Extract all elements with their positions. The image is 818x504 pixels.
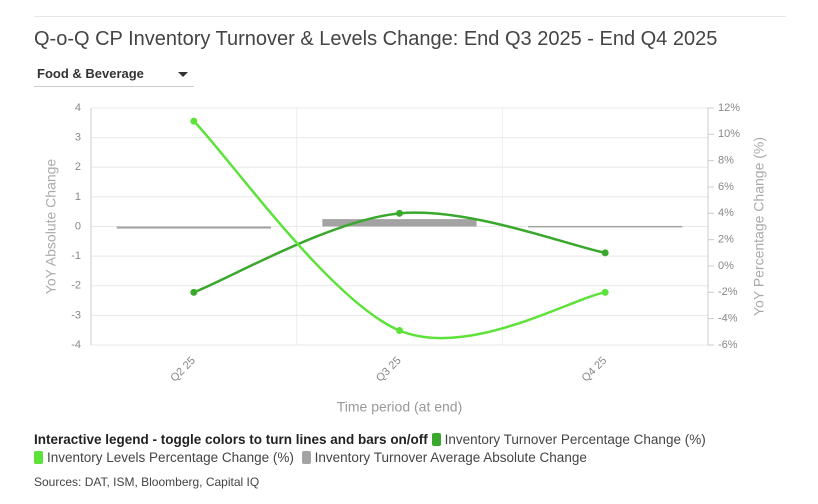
divider: [34, 16, 786, 17]
point: [601, 249, 609, 257]
legend: Interactive legend - toggle colors to tu…: [34, 431, 754, 467]
x-tick-label: Q2 25: [168, 355, 198, 385]
legend-label: Inventory Levels Percentage Change (%): [47, 450, 294, 465]
y2-tick-label: -2%: [718, 286, 738, 298]
y2-axis-label: YoY Percentage Change (%): [751, 137, 767, 316]
y2-tick-label: 2%: [718, 234, 734, 246]
legend-swatch: [301, 451, 311, 464]
chart-title: Q-o-Q CP Inventory Turnover & Levels Cha…: [34, 28, 718, 50]
dropdown-arrow: [178, 72, 188, 77]
y-tick-label: -4: [71, 339, 81, 351]
x-tick-label: Q4 25: [580, 355, 610, 385]
y2-tick-label: -6%: [718, 339, 738, 351]
point: [190, 117, 198, 125]
x-tick-group: Q3 25: [374, 355, 404, 385]
bar: [116, 226, 271, 229]
y2-tick-label: -4%: [718, 313, 738, 325]
y2-tick-label: 0%: [718, 260, 734, 272]
legend-label: Inventory Turnover Average Absolute Chan…: [314, 450, 587, 465]
x-axis-label: Time period (at end): [337, 399, 463, 415]
legend-title: Interactive legend - toggle colors to tu…: [34, 432, 428, 447]
y-tick-label: -2: [71, 280, 81, 292]
y2-tick-label: 8%: [718, 155, 734, 167]
y-axis-label: YoY Absolute Change: [43, 159, 59, 295]
bar: [322, 219, 477, 227]
legend-swatch: [431, 433, 441, 446]
point: [190, 288, 198, 296]
y-tick-label: 1: [75, 191, 81, 203]
legend-swatch: [34, 451, 43, 464]
bar: [528, 225, 683, 228]
x-tick-group: Q2 25: [168, 355, 198, 385]
point: [396, 209, 403, 217]
y-tick-label: 4: [75, 102, 81, 114]
chart: -4 -3 -2 -1 0 1 2 3 4 -6% -4% -2% 0% 2% 4% 6% 8% 10% 12% Q2…: [43, 102, 767, 415]
y2-tick-label: 6%: [718, 181, 734, 193]
y-tick-label: 3: [75, 132, 81, 144]
y-tick-label: 2: [75, 161, 81, 173]
legend-item[interactable]: Inventory Levels Percentage Change (%): [34, 450, 294, 465]
point: [601, 288, 609, 296]
y2-tick-label: 4%: [718, 207, 734, 219]
y-tick-label: -3: [71, 309, 81, 321]
legend-label: Inventory Turnover Percentage Change (%): [444, 432, 706, 447]
dropdown[interactable]: Food & Beverage: [34, 64, 194, 87]
y2-tick-label: 10%: [718, 128, 740, 140]
source: Sources: DAT, ISM, Bloomberg, Capital IQ: [34, 475, 260, 489]
point: [396, 327, 403, 335]
legend-item[interactable]: Inventory Turnover Average Absolute Chan…: [301, 450, 587, 465]
line: [192, 120, 606, 340]
x-tick-group: Q4 25: [580, 355, 610, 385]
y-tick-label: 0: [75, 220, 81, 232]
y-tick-label: -1: [71, 250, 81, 262]
dropdown-label: Food & Beverage: [37, 66, 144, 81]
x-tick-label: Q3 25: [374, 355, 404, 385]
y2-tick-label: 12%: [718, 102, 740, 114]
legend-item[interactable]: Inventory Turnover Percentage Change (%): [431, 432, 706, 447]
